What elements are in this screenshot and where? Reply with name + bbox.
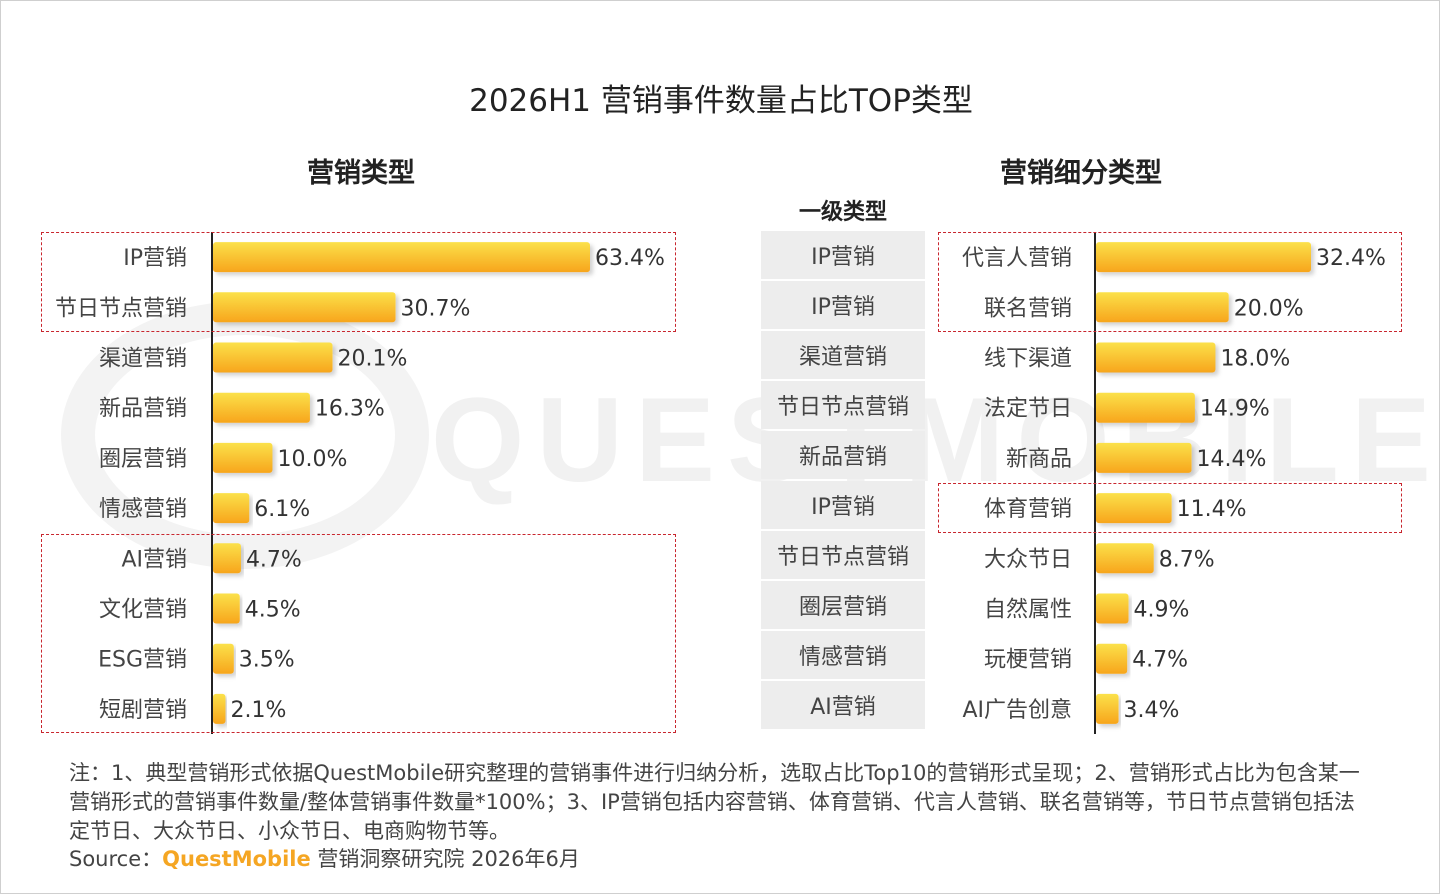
left-category-label-1: IP营销 — [123, 246, 187, 271]
left-category-label-7: AI营销 — [121, 547, 187, 572]
right-value-label-4: 14.9% — [1200, 397, 1270, 422]
left-value-label-3: 20.1% — [338, 347, 408, 372]
right-value-label-10: 3.4% — [1124, 698, 1180, 723]
right-category-label-9: 玩梗营销 — [984, 648, 1072, 673]
parent-category-cell-5: 新品营销 — [761, 431, 925, 479]
left-value-label-8: 4.5% — [245, 598, 301, 623]
left-value-label-1: 63.4% — [595, 246, 665, 271]
source-line: Source：QuestMobile 营销洞察研究院 2026年6月 — [69, 843, 580, 873]
left-bar-4 — [213, 392, 310, 423]
parent-category-cell-10: AI营销 — [761, 681, 925, 729]
left-category-label-3: 渠道营销 — [99, 347, 187, 372]
right-category-label-3: 线下渠道 — [984, 347, 1072, 372]
parent-category-cell-1: IP营销 — [761, 231, 925, 279]
left-category-label-6: 情感营销 — [99, 497, 187, 522]
right-value-label-3: 18.0% — [1220, 347, 1290, 372]
parent-category-cell-6: IP营销 — [761, 481, 925, 529]
right-value-label-1: 32.4% — [1316, 246, 1386, 271]
source-label: Source： — [69, 847, 163, 871]
left-value-label-2: 30.7% — [401, 296, 471, 321]
parent-category-cell-2: IP营销 — [761, 281, 925, 329]
left-category-label-8: 文化营销 — [99, 598, 187, 623]
right-bar-4 — [1096, 392, 1195, 423]
left-category-label-10: 短剧营销 — [99, 698, 187, 723]
left-category-label-2: 节日节点营销 — [55, 296, 187, 321]
parent-category-cell-3: 渠道营销 — [761, 331, 925, 379]
parent-category-cell-4: 节日节点营销 — [761, 381, 925, 429]
right-value-label-2: 20.0% — [1234, 296, 1304, 321]
left-subtitle: 营销类型 — [307, 158, 415, 189]
level-header: 一级类型 — [798, 200, 887, 225]
left-bar-9 — [213, 643, 234, 674]
left-bar-7 — [213, 543, 241, 574]
right-bar-8 — [1096, 593, 1129, 624]
left-bar-5 — [213, 442, 273, 473]
right-category-label-2: 联名营销 — [984, 296, 1072, 321]
left-bar-8 — [213, 593, 240, 624]
left-bar-10 — [213, 693, 226, 724]
source-brand: QuestMobile — [162, 847, 311, 871]
source-rest: 营销洞察研究院 2026年6月 — [310, 847, 580, 871]
right-category-label-8: 自然属性 — [984, 598, 1072, 623]
right-bar-1 — [1096, 242, 1311, 273]
right-bar-7 — [1096, 543, 1154, 574]
parent-category-column: IP营销 IP营销 渠道营销 节日节点营销 新品营销 IP营销 节日节点营销 圈层营销 情感营销… — [761, 231, 927, 731]
parent-category-cell-9: 情感营销 — [761, 631, 925, 679]
chart-title: 2026H1 营销事件数量占比TOP类型 — [469, 83, 973, 119]
right-bar-5 — [1096, 442, 1192, 473]
right-value-label-7: 8.7% — [1159, 547, 1215, 572]
right-bar-9 — [1096, 643, 1128, 674]
right-value-label-6: 11.4% — [1177, 497, 1247, 522]
right-bar-10 — [1096, 693, 1119, 724]
left-bar-3 — [213, 342, 333, 373]
right-category-label-7: 大众节日 — [984, 547, 1072, 572]
right-bar-6 — [1096, 493, 1172, 524]
left-category-label-5: 圈层营销 — [99, 447, 187, 472]
right-value-label-5: 14.4% — [1197, 447, 1267, 472]
footnote: 注：1、典型营销形式依据QuestMobile研究整理的营销事件进行归纳分析，选… — [69, 761, 1360, 843]
right-category-label-1: 代言人营销 — [962, 246, 1072, 271]
right-bar-2 — [1096, 292, 1229, 323]
right-bar-3 — [1096, 342, 1216, 373]
right-subtitle: 营销细分类型 — [1000, 158, 1162, 189]
left-category-label-9: ESG营销 — [98, 648, 187, 673]
right-category-label-4: 法定节日 — [984, 397, 1072, 422]
left-value-label-10: 2.1% — [230, 698, 286, 723]
left-value-label-7: 4.7% — [246, 547, 302, 572]
left-bar-2 — [213, 292, 396, 323]
right-category-label-10: AI广告创意 — [962, 698, 1072, 723]
left-bar-1 — [213, 242, 590, 273]
right-value-label-9: 4.7% — [1132, 648, 1188, 673]
left-value-label-4: 16.3% — [315, 397, 385, 422]
left-value-label-6: 6.1% — [254, 497, 310, 522]
left-value-label-9: 3.5% — [239, 648, 295, 673]
right-category-label-6: 体育营销 — [984, 497, 1072, 522]
left-bar-6 — [213, 493, 250, 524]
right-category-label-5: 新商品 — [1006, 447, 1072, 472]
parent-category-cell-7: 节日节点营销 — [761, 531, 925, 579]
right-value-label-8: 4.9% — [1134, 598, 1190, 623]
parent-category-cell-8: 圈层营销 — [761, 581, 925, 629]
left-value-label-5: 10.0% — [277, 447, 347, 472]
left-category-label-4: 新品营销 — [99, 397, 187, 422]
